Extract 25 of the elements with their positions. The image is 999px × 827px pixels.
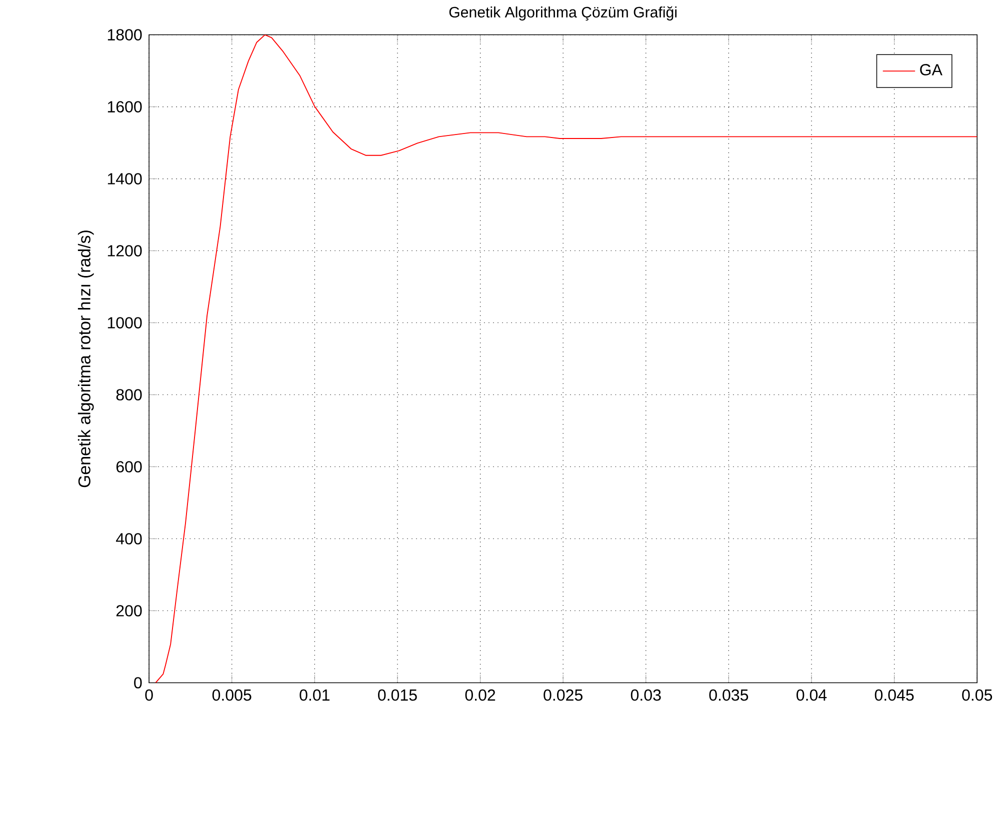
y-tick-label: 1000 xyxy=(108,317,142,329)
y-axis-title: Genetik algoritma rotor hızı (rad/s) xyxy=(78,230,94,488)
y-tick-label: 1200 xyxy=(108,245,142,257)
y-tick-label: 800 xyxy=(116,389,142,401)
y-tick-label: 0 xyxy=(134,677,142,689)
y-tick-label: 600 xyxy=(116,461,142,473)
x-tick-label: 0.005 xyxy=(212,690,252,701)
y-tick-label: 1400 xyxy=(108,173,142,185)
x-tick-label: 0 xyxy=(145,690,153,701)
x-tick-label: 0.04 xyxy=(796,690,827,701)
line-series xyxy=(155,34,978,683)
x-tick-label: 0.02 xyxy=(465,690,496,701)
y-tick-label: 400 xyxy=(116,533,142,545)
x-tick-label: 0.01 xyxy=(300,690,330,701)
x-tick-label: 0.045 xyxy=(874,690,914,701)
legend-label: GA xyxy=(920,64,942,76)
x-tick-label: 0.03 xyxy=(630,690,661,701)
x-tick-label: 0.035 xyxy=(709,690,748,701)
y-tick-label: 1600 xyxy=(108,101,142,113)
x-tick-label: 0.025 xyxy=(544,690,582,701)
y-tick-label: 1800 xyxy=(108,29,142,41)
y-tick-label: 200 xyxy=(116,605,142,617)
x-tick-label: 0.05 xyxy=(962,690,992,701)
chart-title: Genetik Algorithma Çözüm Grafiği xyxy=(449,6,677,21)
x-tick-label: 0.015 xyxy=(378,690,417,701)
